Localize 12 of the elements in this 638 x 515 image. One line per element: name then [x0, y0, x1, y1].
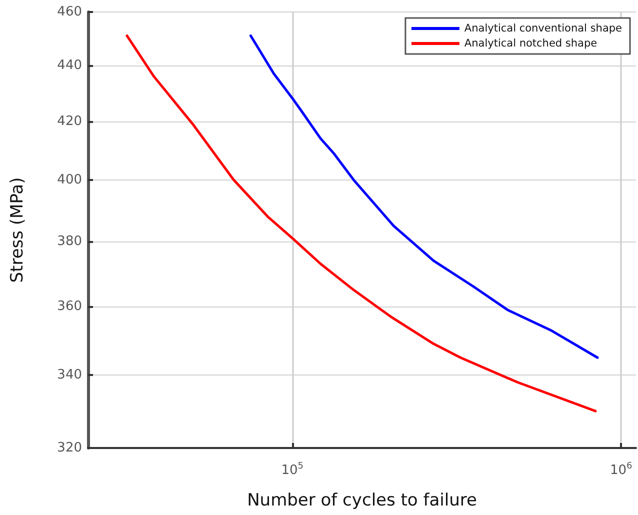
- y-tick-label: 440: [57, 58, 82, 73]
- legend-label: Analytical conventional shape: [464, 22, 622, 34]
- y-tick-label: 360: [57, 298, 82, 314]
- y-tick-label: 320: [57, 440, 82, 456]
- y-tick-label: 420: [57, 114, 82, 129]
- legend-label: Analytical notched shape: [464, 38, 598, 50]
- y-tick-label: 340: [57, 368, 82, 383]
- y-axis-title: Stress (MPa): [8, 177, 28, 283]
- y-tick-label: 460: [57, 4, 82, 20]
- y-tick-label: 400: [57, 172, 82, 188]
- y-tick-label: 380: [57, 234, 82, 250]
- x-axis-title: Number of cycles to failure: [247, 490, 477, 510]
